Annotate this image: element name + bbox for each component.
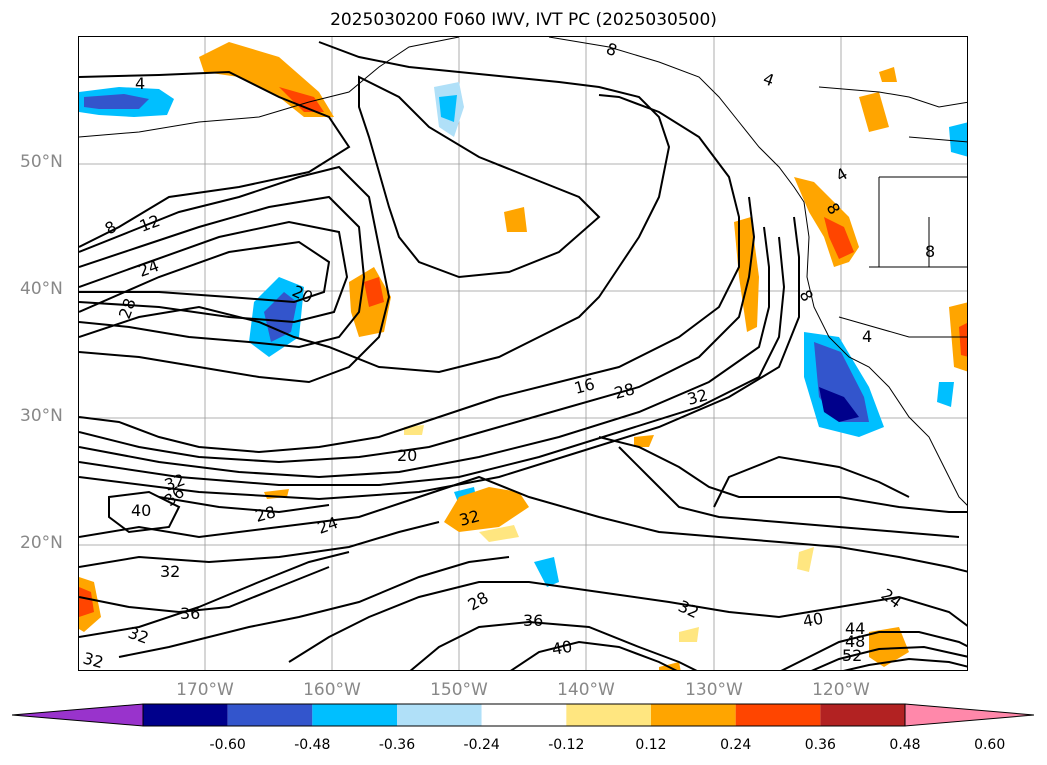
lon-label: 150°W <box>430 680 488 700</box>
shade-patch <box>869 627 909 667</box>
shade-patch <box>797 547 814 572</box>
lat-label: 40°N <box>20 279 63 299</box>
shade-patch <box>444 487 529 532</box>
colorbar-tick-label: 0.12 <box>635 737 667 753</box>
contour-label: 48 <box>845 632 865 651</box>
lon-label: 120°W <box>812 680 870 700</box>
shade-patch <box>679 627 699 642</box>
contour-label: 4 <box>135 74 145 93</box>
colorbar-tick-label: 0.24 <box>720 737 752 753</box>
colorbar-segment <box>143 704 228 726</box>
colorbar-tick-label: -0.12 <box>548 737 585 753</box>
shade-patch <box>479 525 519 542</box>
shade-patch <box>879 67 897 82</box>
colorbar-segment <box>481 704 567 726</box>
contour-label: 28 <box>465 588 492 615</box>
lat-label: 20°N <box>20 533 63 553</box>
contour-label: 20 <box>397 446 417 465</box>
colorbar-tick-label: -0.48 <box>294 737 331 753</box>
shade-patch <box>824 217 854 259</box>
lat-label: 30°N <box>20 406 63 426</box>
shade-patch <box>439 95 457 122</box>
colorbar-segment <box>227 704 313 726</box>
shade-patch <box>364 277 384 307</box>
contour-label: 8 <box>925 242 935 261</box>
iwv-contours <box>79 41 967 670</box>
contour-label: 36 <box>523 611 543 630</box>
shade-patch <box>404 425 424 435</box>
lon-label: 140°W <box>557 680 615 700</box>
contour-label: 40 <box>131 501 151 520</box>
contour-label: 4 <box>761 69 777 90</box>
map-panel: 4 8 12 24 28 20 16 28 32 20 32 36 40 28 … <box>78 36 968 671</box>
colorbar-tick-label: -0.24 <box>463 737 500 753</box>
contour-label: 44 <box>845 619 865 638</box>
contour-label: 32 <box>685 385 710 409</box>
lat-label: 50°N <box>20 152 63 172</box>
shade-patch <box>634 435 654 447</box>
contour-label: 32 <box>675 596 701 622</box>
colorbar-tick-label: -0.60 <box>209 737 246 753</box>
shade-patch <box>819 387 859 422</box>
contour-label: 24 <box>878 585 906 612</box>
shade-patch <box>504 207 527 232</box>
contour-label: 32 <box>160 562 180 581</box>
contour-label: 16 <box>572 374 597 398</box>
contour-label: 32 <box>457 506 482 530</box>
colorbar-tick-label: 0.48 <box>889 737 921 753</box>
shade-patch <box>534 557 559 587</box>
shade-patch <box>84 94 149 109</box>
contour-label: 4 <box>833 164 851 186</box>
lon-label: 160°W <box>303 680 361 700</box>
shade-patch <box>937 382 954 407</box>
contour-label: 32 <box>81 649 106 671</box>
shade-patch <box>279 87 324 112</box>
lon-label: 130°W <box>685 680 743 700</box>
contour-label: 28 <box>612 379 637 403</box>
contour-label: 32 <box>126 623 152 648</box>
colorbar <box>12 703 1034 727</box>
map-canvas: 4 8 12 24 28 20 16 28 32 20 32 36 40 28 … <box>79 37 967 671</box>
lon-label: 170°W <box>176 680 234 700</box>
shade-patch <box>659 662 681 670</box>
colorbar-tick-label: 0.36 <box>804 737 836 753</box>
contour-label: 28 <box>253 502 278 526</box>
colorbar-extend-high <box>904 703 1034 727</box>
contour-label: 52 <box>842 646 862 665</box>
contour-label: 40 <box>550 637 573 659</box>
map-title: 2025030200 F060 IWV, IVT PC (2025030500) <box>330 10 717 30</box>
colorbar-tick-label: -0.36 <box>378 737 416 753</box>
shade-patch <box>264 292 297 342</box>
contour-label: 40 <box>801 609 824 631</box>
colorbar-segment <box>651 704 736 726</box>
shade-patch <box>79 587 94 617</box>
colorbar-segment <box>397 704 482 726</box>
shade-patch <box>959 323 967 357</box>
contour-label: 4 <box>862 327 872 346</box>
contour-label: 24 <box>315 513 341 538</box>
colorbar-segment <box>820 704 905 726</box>
shade-patch <box>859 92 889 132</box>
shade-patch <box>949 122 967 157</box>
contour-label: 36 <box>180 604 200 623</box>
colorbar-segment <box>312 704 397 726</box>
shade-patch <box>734 217 759 332</box>
coastlines <box>79 37 967 506</box>
colorbar-segment <box>735 704 821 726</box>
colorbar-tick-label: 0.60 <box>974 737 1006 753</box>
ivt-shading <box>79 42 967 670</box>
colorbar-segment <box>566 704 651 726</box>
colorbar-extend-low <box>12 703 144 727</box>
